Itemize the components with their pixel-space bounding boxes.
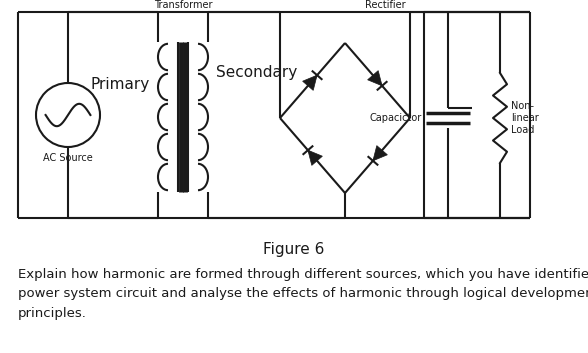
Polygon shape <box>368 71 382 86</box>
Text: Figure 6: Figure 6 <box>263 242 325 257</box>
Text: AC Source: AC Source <box>43 153 93 163</box>
Text: Capacictor: Capacictor <box>370 113 422 123</box>
Polygon shape <box>303 75 317 90</box>
Text: AC/DC Full-wave
Rectifier: AC/DC Full-wave Rectifier <box>365 0 445 10</box>
Polygon shape <box>373 146 387 161</box>
Text: Secondary: Secondary <box>216 65 298 79</box>
Text: Explain how harmonic are formed through different sources, which you have identi: Explain how harmonic are formed through … <box>18 268 588 320</box>
Text: Transformer: Transformer <box>153 0 212 10</box>
Text: Primary: Primary <box>91 78 150 92</box>
Polygon shape <box>308 150 322 165</box>
Text: Non-
linear
Load: Non- linear Load <box>511 101 539 136</box>
